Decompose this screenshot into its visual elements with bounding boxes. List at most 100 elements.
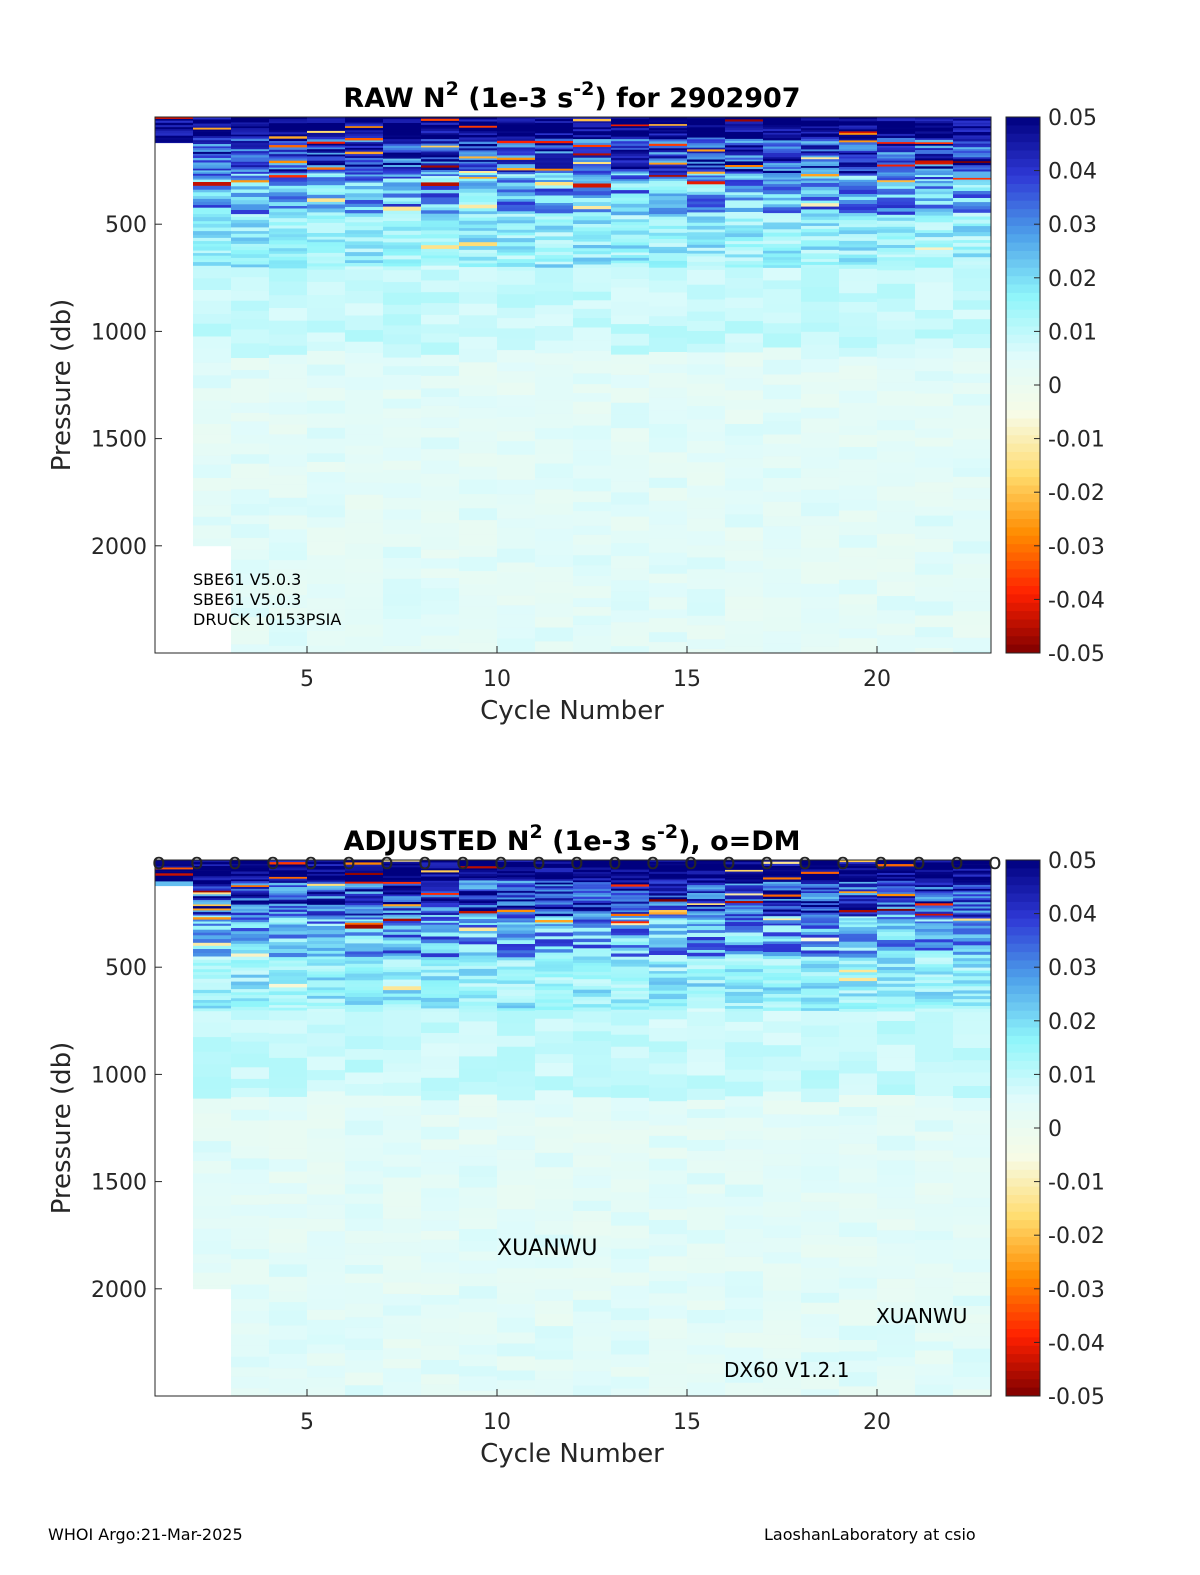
- heatmap-cell: [497, 582, 536, 597]
- heatmap-cell: [421, 980, 460, 985]
- colorbar-segment: [1006, 1027, 1040, 1037]
- heatmap-cell: [915, 1120, 954, 1133]
- heatmap-cell: [269, 124, 308, 128]
- heatmap-cell: [307, 1104, 346, 1120]
- heatmap-cell: [573, 234, 612, 240]
- heatmap-cell: [497, 166, 536, 169]
- heatmap-cell: [725, 905, 764, 908]
- heatmap-cell: [459, 1229, 498, 1242]
- heatmap-cell: [801, 1234, 840, 1246]
- heatmap-cell: [763, 161, 802, 164]
- heatmap-cell: [687, 1221, 726, 1231]
- heatmap-cell: [725, 969, 764, 973]
- heatmap-cell: [725, 1139, 764, 1150]
- heatmap-cell: [611, 374, 650, 389]
- heatmap-cell: [193, 166, 232, 169]
- heatmap-cell: [231, 180, 270, 183]
- heatmap-cell: [877, 990, 916, 995]
- heatmap-cell: [231, 1146, 270, 1159]
- heatmap-cell: [877, 125, 916, 128]
- heatmap-cell: [839, 156, 878, 159]
- heatmap-cell: [611, 947, 650, 952]
- heatmap-cell: [839, 150, 878, 154]
- heatmap-cell: [307, 192, 346, 196]
- heatmap-cell: [725, 958, 764, 962]
- heatmap-cell: [953, 139, 991, 142]
- heatmap-cell: [725, 1057, 764, 1070]
- heatmap-cell: [535, 1152, 574, 1168]
- heatmap-cell: [725, 885, 764, 889]
- heatmap-cell: [687, 878, 726, 881]
- heatmap-cell: [193, 117, 232, 120]
- heatmap-cell: [345, 154, 384, 157]
- heatmap-cell: [231, 267, 270, 278]
- heatmap-cell: [915, 180, 954, 184]
- heatmap-cell: [307, 1002, 346, 1007]
- heatmap-cell: [345, 986, 384, 991]
- heatmap-cell: [877, 890, 916, 893]
- heatmap-cell: [611, 183, 650, 188]
- heatmap-cell: [839, 1386, 878, 1396]
- heatmap-cell: [459, 135, 498, 138]
- heatmap-cell: [801, 869, 840, 873]
- heatmap-cell: [839, 326, 878, 338]
- heatmap-cell: [383, 398, 422, 409]
- heatmap-cell: [345, 120, 384, 123]
- heatmap-cell: [611, 1331, 650, 1341]
- heatmap-cell: [725, 1069, 764, 1083]
- heatmap-cell: [421, 997, 460, 1003]
- heatmap-cell: [231, 1239, 270, 1250]
- heatmap-cell: [459, 249, 498, 254]
- heatmap-cell: [839, 171, 878, 174]
- heatmap-cell: [421, 1374, 460, 1385]
- heatmap-cell: [345, 915, 384, 918]
- heatmap-cell: [421, 916, 460, 920]
- heatmap-cell: [535, 170, 574, 174]
- heatmap-cell: [725, 633, 764, 648]
- heatmap-cell: [915, 153, 954, 157]
- heatmap-cell: [269, 130, 308, 133]
- heatmap-cell: [307, 204, 346, 209]
- heatmap-cell: [573, 123, 612, 126]
- heatmap-cell: [801, 124, 840, 127]
- heatmap-cell: [307, 472, 346, 483]
- heatmap-cell: [421, 161, 460, 164]
- heatmap-cell: [535, 188, 574, 192]
- heatmap-cell: [649, 895, 688, 898]
- heatmap-cell: [611, 1003, 650, 1007]
- heatmap-cell: [763, 142, 802, 145]
- heatmap-cell: [383, 193, 422, 198]
- heatmap-cell: [953, 1237, 991, 1251]
- heatmap-cell: [193, 269, 232, 279]
- heatmap-cell: [231, 924, 270, 929]
- heatmap-cell: [877, 623, 916, 636]
- heatmap-cell: [839, 903, 878, 906]
- heatmap-cell: [839, 986, 878, 991]
- heatmap-cell: [725, 165, 764, 168]
- heatmap-cell: [269, 192, 308, 197]
- heatmap-cell: [687, 926, 726, 931]
- heatmap-cell: [307, 913, 346, 916]
- heatmap-cell: [877, 1278, 916, 1289]
- heatmap-cell: [345, 158, 384, 161]
- heatmap-cell: [877, 257, 916, 261]
- colorbar-tick-label: 0.01: [1048, 320, 1097, 345]
- heatmap-cell: [915, 138, 954, 141]
- heatmap-cell: [535, 932, 574, 937]
- heatmap-cell: [307, 179, 346, 182]
- heatmap-cell: [801, 894, 840, 898]
- heatmap-cell: [649, 905, 688, 908]
- heatmap-cell: [307, 883, 346, 887]
- heatmap-cell: [345, 210, 384, 214]
- heatmap-cell: [953, 1183, 991, 1199]
- heatmap-cell: [953, 194, 991, 199]
- heatmap-cell: [801, 634, 840, 648]
- heatmap-cell: [763, 200, 802, 205]
- heatmap-cell: [231, 943, 270, 948]
- heatmap-cell: [915, 971, 954, 975]
- heatmap-cell: [307, 947, 346, 952]
- heatmap-cell: [535, 1268, 574, 1280]
- heatmap-cell: [687, 201, 726, 205]
- heatmap-cell: [269, 899, 308, 902]
- heatmap-cell: [725, 400, 764, 410]
